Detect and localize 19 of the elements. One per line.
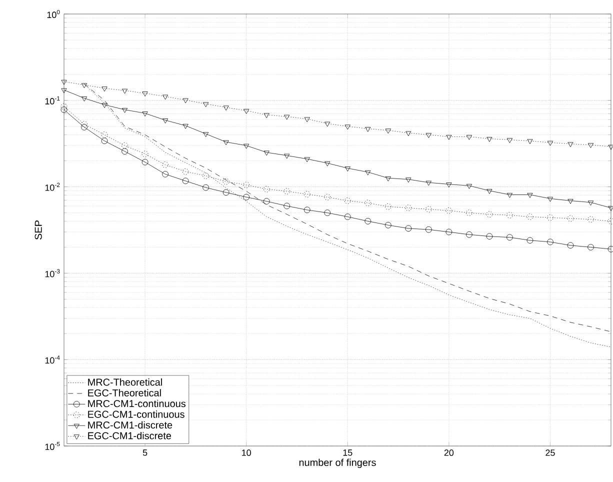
x-axis-title: number of fingers — [299, 458, 376, 468]
x-tick-label: 10 — [242, 450, 251, 456]
legend-label: EGC-CM1-discrete — [88, 432, 172, 440]
legend-label: EGC-Theoretical — [88, 389, 161, 396]
y-tick-label: 10$^{-5}$ — [45, 442, 60, 450]
x-tick-label: 15 — [343, 450, 352, 456]
legend-label: MRC-CM1-continuous — [88, 400, 186, 408]
x-tick-label: 25 — [546, 450, 555, 456]
y-tick-label: 10$^{-3}$ — [45, 269, 60, 278]
legend-label: MRC-Theoretical — [88, 378, 162, 386]
y-axis-title: SEP — [34, 220, 42, 240]
y-tick-label: 10$^{-2}$ — [45, 182, 60, 191]
x-tick-label: 5 — [142, 450, 148, 456]
legend-label: MRC-CM1-discrete — [88, 421, 172, 429]
legend-label: EGC-CM1-continuous — [88, 410, 184, 418]
y-tick-label: 10$^{-4}$ — [45, 356, 60, 364]
y-tick-label: 10$^{0}$ — [47, 10, 60, 18]
x-tick-label: 20 — [444, 450, 454, 456]
y-tick-label: 10$^{-1}$ — [45, 96, 60, 104]
